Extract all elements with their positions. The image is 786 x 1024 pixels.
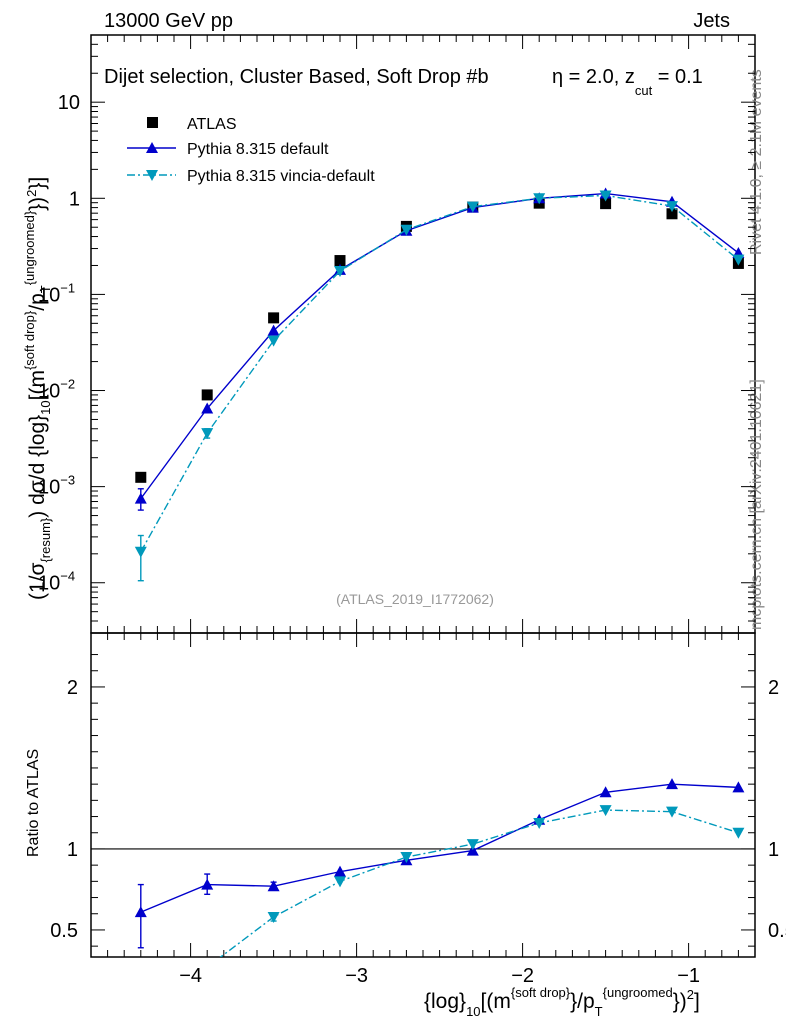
main-default-line	[140, 192, 739, 500]
ratio-plot-frame	[90, 632, 756, 958]
main-atlas-point	[201, 389, 213, 401]
ratio-default-point	[201, 878, 214, 890]
main-atlas-point	[334, 255, 346, 267]
main-series-group	[134, 187, 745, 582]
legend-vincia-marker	[146, 170, 158, 181]
x-axis-title: {log}10[(m{soft drop}}/pT{ungroomed})2]	[424, 985, 700, 1019]
ratio-vincia-point	[400, 852, 413, 864]
rivet-version-label: Rivet 4.1.0, ≥ 2.1M events	[748, 69, 765, 255]
main-vincia-point	[134, 546, 147, 558]
ratio-default-point	[334, 865, 346, 877]
main-default-point	[201, 402, 214, 414]
main-vincia-point	[533, 193, 546, 205]
ratio-default-point	[732, 781, 745, 793]
main-vincia-point	[599, 190, 612, 202]
main-atlas-point	[666, 208, 678, 220]
x-tick-label: −1	[677, 965, 700, 987]
data-layer	[134, 187, 745, 989]
legend-atlas-marker	[147, 117, 158, 128]
main-vincia-point	[732, 254, 745, 266]
ratio-y-tick-label: 2	[67, 677, 78, 699]
ratio-default-point	[134, 906, 147, 918]
ratio-vincia-point	[599, 805, 612, 817]
main-y-axis-title: (1/σ{resum}) dσ/d {log}10[(m{soft drop}/…	[22, 177, 53, 600]
ratio-y-tick-label-right: 1	[768, 839, 779, 861]
main-vincia-point	[267, 335, 280, 347]
main-atlas-point	[135, 471, 147, 483]
x-tick-label: −4	[179, 965, 202, 987]
ratio-vincia-point	[533, 818, 546, 830]
ratio-y-tick-label-right: 2	[768, 677, 779, 699]
legend-vincia-label: Pythia 8.315 vincia-default	[187, 168, 375, 185]
main-vincia-point	[400, 224, 413, 236]
selection-label: Dijet selection, Cluster Based, Soft Dro…	[104, 66, 489, 88]
y-tick-label: 10−4	[38, 569, 75, 595]
x-tick-label: −3	[345, 965, 368, 987]
selection-eta-label: η = 2.0, zcut = 0.1	[552, 66, 703, 98]
ratio-y-tick-label: 0.5	[50, 920, 78, 942]
analysis-tag: (ATLAS_2019_I1772062)	[336, 591, 494, 607]
legend-atlas-label: ATLAS	[187, 116, 237, 133]
main-atlas-point	[600, 198, 612, 210]
main-vincia-line	[140, 194, 739, 553]
ratio-vincia-point	[267, 911, 280, 923]
ratio-vincia-point	[135, 978, 147, 989]
main-atlas-point	[268, 312, 280, 324]
main-vincia-point	[466, 201, 479, 213]
mcplots-label: mcplots.cern.ch [arXiv:2401.10621]	[748, 379, 765, 630]
ratio-y-tick-label-right: 0.5	[768, 920, 786, 942]
main-default-point	[267, 324, 280, 336]
main-default-point	[134, 492, 147, 504]
ratio-default-line	[140, 783, 739, 913]
main-vincia-point	[334, 266, 346, 278]
ratio-default-point	[599, 786, 612, 798]
y-tick-label: 10−2	[38, 377, 75, 403]
ratio-vincia-point	[334, 876, 346, 888]
ratio-vincia-point	[666, 806, 678, 818]
ratio-vincia-point	[201, 962, 213, 973]
ratio-default-point	[267, 880, 280, 892]
ratio-vincia-point	[732, 827, 745, 839]
process-label: Jets	[693, 10, 730, 32]
y-tick-label: 1	[69, 188, 80, 210]
legend: ATLAS Pythia 8.315 default Pythia 8.315 …	[127, 116, 375, 185]
energy-label: 13000 GeV pp	[104, 10, 233, 32]
y-tick-label: 10−1	[38, 280, 75, 306]
main-vincia-point	[666, 201, 678, 213]
main-vincia-point	[201, 428, 214, 440]
ratio-y-tick-label: 1	[67, 839, 78, 861]
ratio-vincia-point	[466, 839, 479, 851]
ratio-vincia-line	[219, 809, 739, 957]
x-tick-label: −2	[511, 965, 534, 987]
ratio-series-group	[134, 778, 745, 989]
legend-default-marker	[146, 142, 158, 153]
ratio-y-axis-title: Ratio to ATLAS	[25, 749, 42, 857]
y-tick-label: 10−3	[38, 473, 75, 499]
ratio-default-point	[666, 778, 678, 790]
axes-layer: −4 −3 −2 −1 10−4 10−3 10−2 10−1 1 10 0.5 0.5 1 1 2 2	[38, 34, 786, 987]
y-tick-label: 10	[58, 92, 80, 114]
legend-default-label: Pythia 8.315 default	[187, 141, 329, 158]
